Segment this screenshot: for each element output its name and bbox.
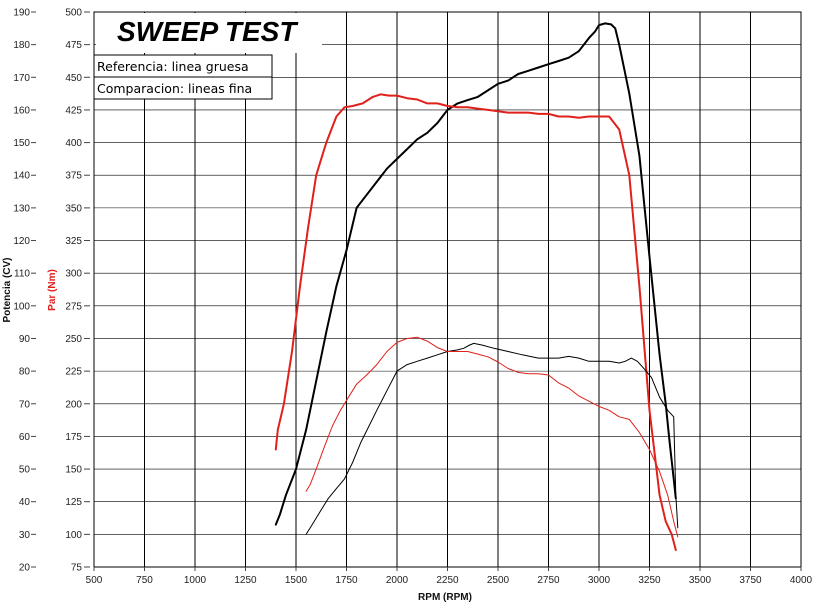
y-tick-label-power: 70 <box>19 399 31 410</box>
y-tick-label-power: 180 <box>13 40 30 51</box>
x-tick-label: 3500 <box>689 575 712 586</box>
y-tick-label-power: 20 <box>19 563 31 574</box>
y-tick-label-torque: 425 <box>65 105 82 116</box>
y-tick-label-torque: 300 <box>65 269 82 280</box>
y-tick-label-torque: 125 <box>65 497 82 508</box>
legend-label-reference: Referencia: linea gruesa <box>97 59 249 74</box>
y-tick-label-torque: 200 <box>65 399 82 410</box>
y-tick-label-power: 100 <box>13 301 30 312</box>
y-tick-label-torque: 275 <box>65 301 82 312</box>
y-axis-label-power: Potencia (CV) <box>2 257 13 322</box>
y-tick-label-power: 170 <box>13 73 30 84</box>
x-axis-label: RPM (RPM) <box>418 592 472 603</box>
y-tick-label-torque: 250 <box>65 334 82 345</box>
x-tick-label: 2000 <box>386 575 409 586</box>
y-tick-label-power: 150 <box>13 138 30 149</box>
y-tick-label-torque: 75 <box>71 563 83 574</box>
x-tick-label: 1000 <box>184 575 207 586</box>
y-tick-label-torque: 175 <box>65 432 82 443</box>
y-tick-label-torque: 400 <box>65 138 82 149</box>
y-tick-label-torque: 475 <box>65 40 82 51</box>
title-background <box>96 13 322 53</box>
y-tick-label-power: 90 <box>19 334 31 345</box>
x-tick-label: 2250 <box>436 575 459 586</box>
y-tick-label-power: 80 <box>19 367 31 378</box>
x-tick-label: 1500 <box>285 575 308 586</box>
legend: Referencia: linea gruesa Comparacion: li… <box>93 54 273 100</box>
torque-comparison-line <box>305 336 679 538</box>
y-tick-label-power: 160 <box>13 105 30 116</box>
x-tick-label: 500 <box>86 575 103 586</box>
y-tick-label-power: 50 <box>19 465 31 476</box>
y-tick-label-power: 60 <box>19 432 31 443</box>
x-tick-label: 2500 <box>487 575 510 586</box>
y-tick-label-power: 130 <box>13 203 30 214</box>
legend-box-comparison <box>93 76 273 100</box>
y-tick-label-torque: 100 <box>65 530 82 541</box>
power-comparison-line <box>305 342 679 535</box>
y-tick-label-torque: 150 <box>65 465 82 476</box>
y-tick-label-torque: 375 <box>65 171 82 182</box>
chart-title: SWEEP TEST <box>117 16 299 47</box>
x-tick-label: 3250 <box>638 575 661 586</box>
y-tick-label-torque: 500 <box>65 8 82 19</box>
y-tick-label-power: 40 <box>19 497 31 508</box>
y-tick-label-power: 110 <box>14 269 30 280</box>
y-tick-label-torque: 325 <box>65 236 82 247</box>
x-tick-label: 4000 <box>790 575 813 586</box>
y-tick-label-torque: 225 <box>65 367 82 378</box>
x-tick-label: 3750 <box>739 575 762 586</box>
y-tick-label-power: 30 <box>19 530 31 541</box>
x-tick-label: 1750 <box>335 575 358 586</box>
power-reference-line <box>274 22 677 526</box>
y-tick-label-torque: 450 <box>65 73 82 84</box>
y-tick-label-torque: 350 <box>65 203 82 214</box>
y-tick-label-power: 190 <box>13 8 30 19</box>
y-tick-label-power: 120 <box>13 236 30 247</box>
x-tick-label: 750 <box>136 575 153 586</box>
y-axis-ticks: 190 180 170 160 150 140 130 120 110 100 90 80 70 60 50… <box>13 8 90 574</box>
x-axis-ticks: 500 750 1000 1250 1500 1750 2000 2250 2500 2750 30… <box>86 567 813 586</box>
y-tick-label-power: 140 <box>13 171 30 182</box>
y-axis-label-torque: Par (Nm) <box>47 269 58 311</box>
series-layer <box>274 22 679 551</box>
x-tick-label: 1250 <box>234 575 257 586</box>
legend-label-comparison: Comparacion: lineas fina <box>97 81 252 96</box>
x-tick-label: 3000 <box>588 575 611 586</box>
x-tick-label: 2750 <box>537 575 560 586</box>
torque-reference-line <box>274 93 677 551</box>
